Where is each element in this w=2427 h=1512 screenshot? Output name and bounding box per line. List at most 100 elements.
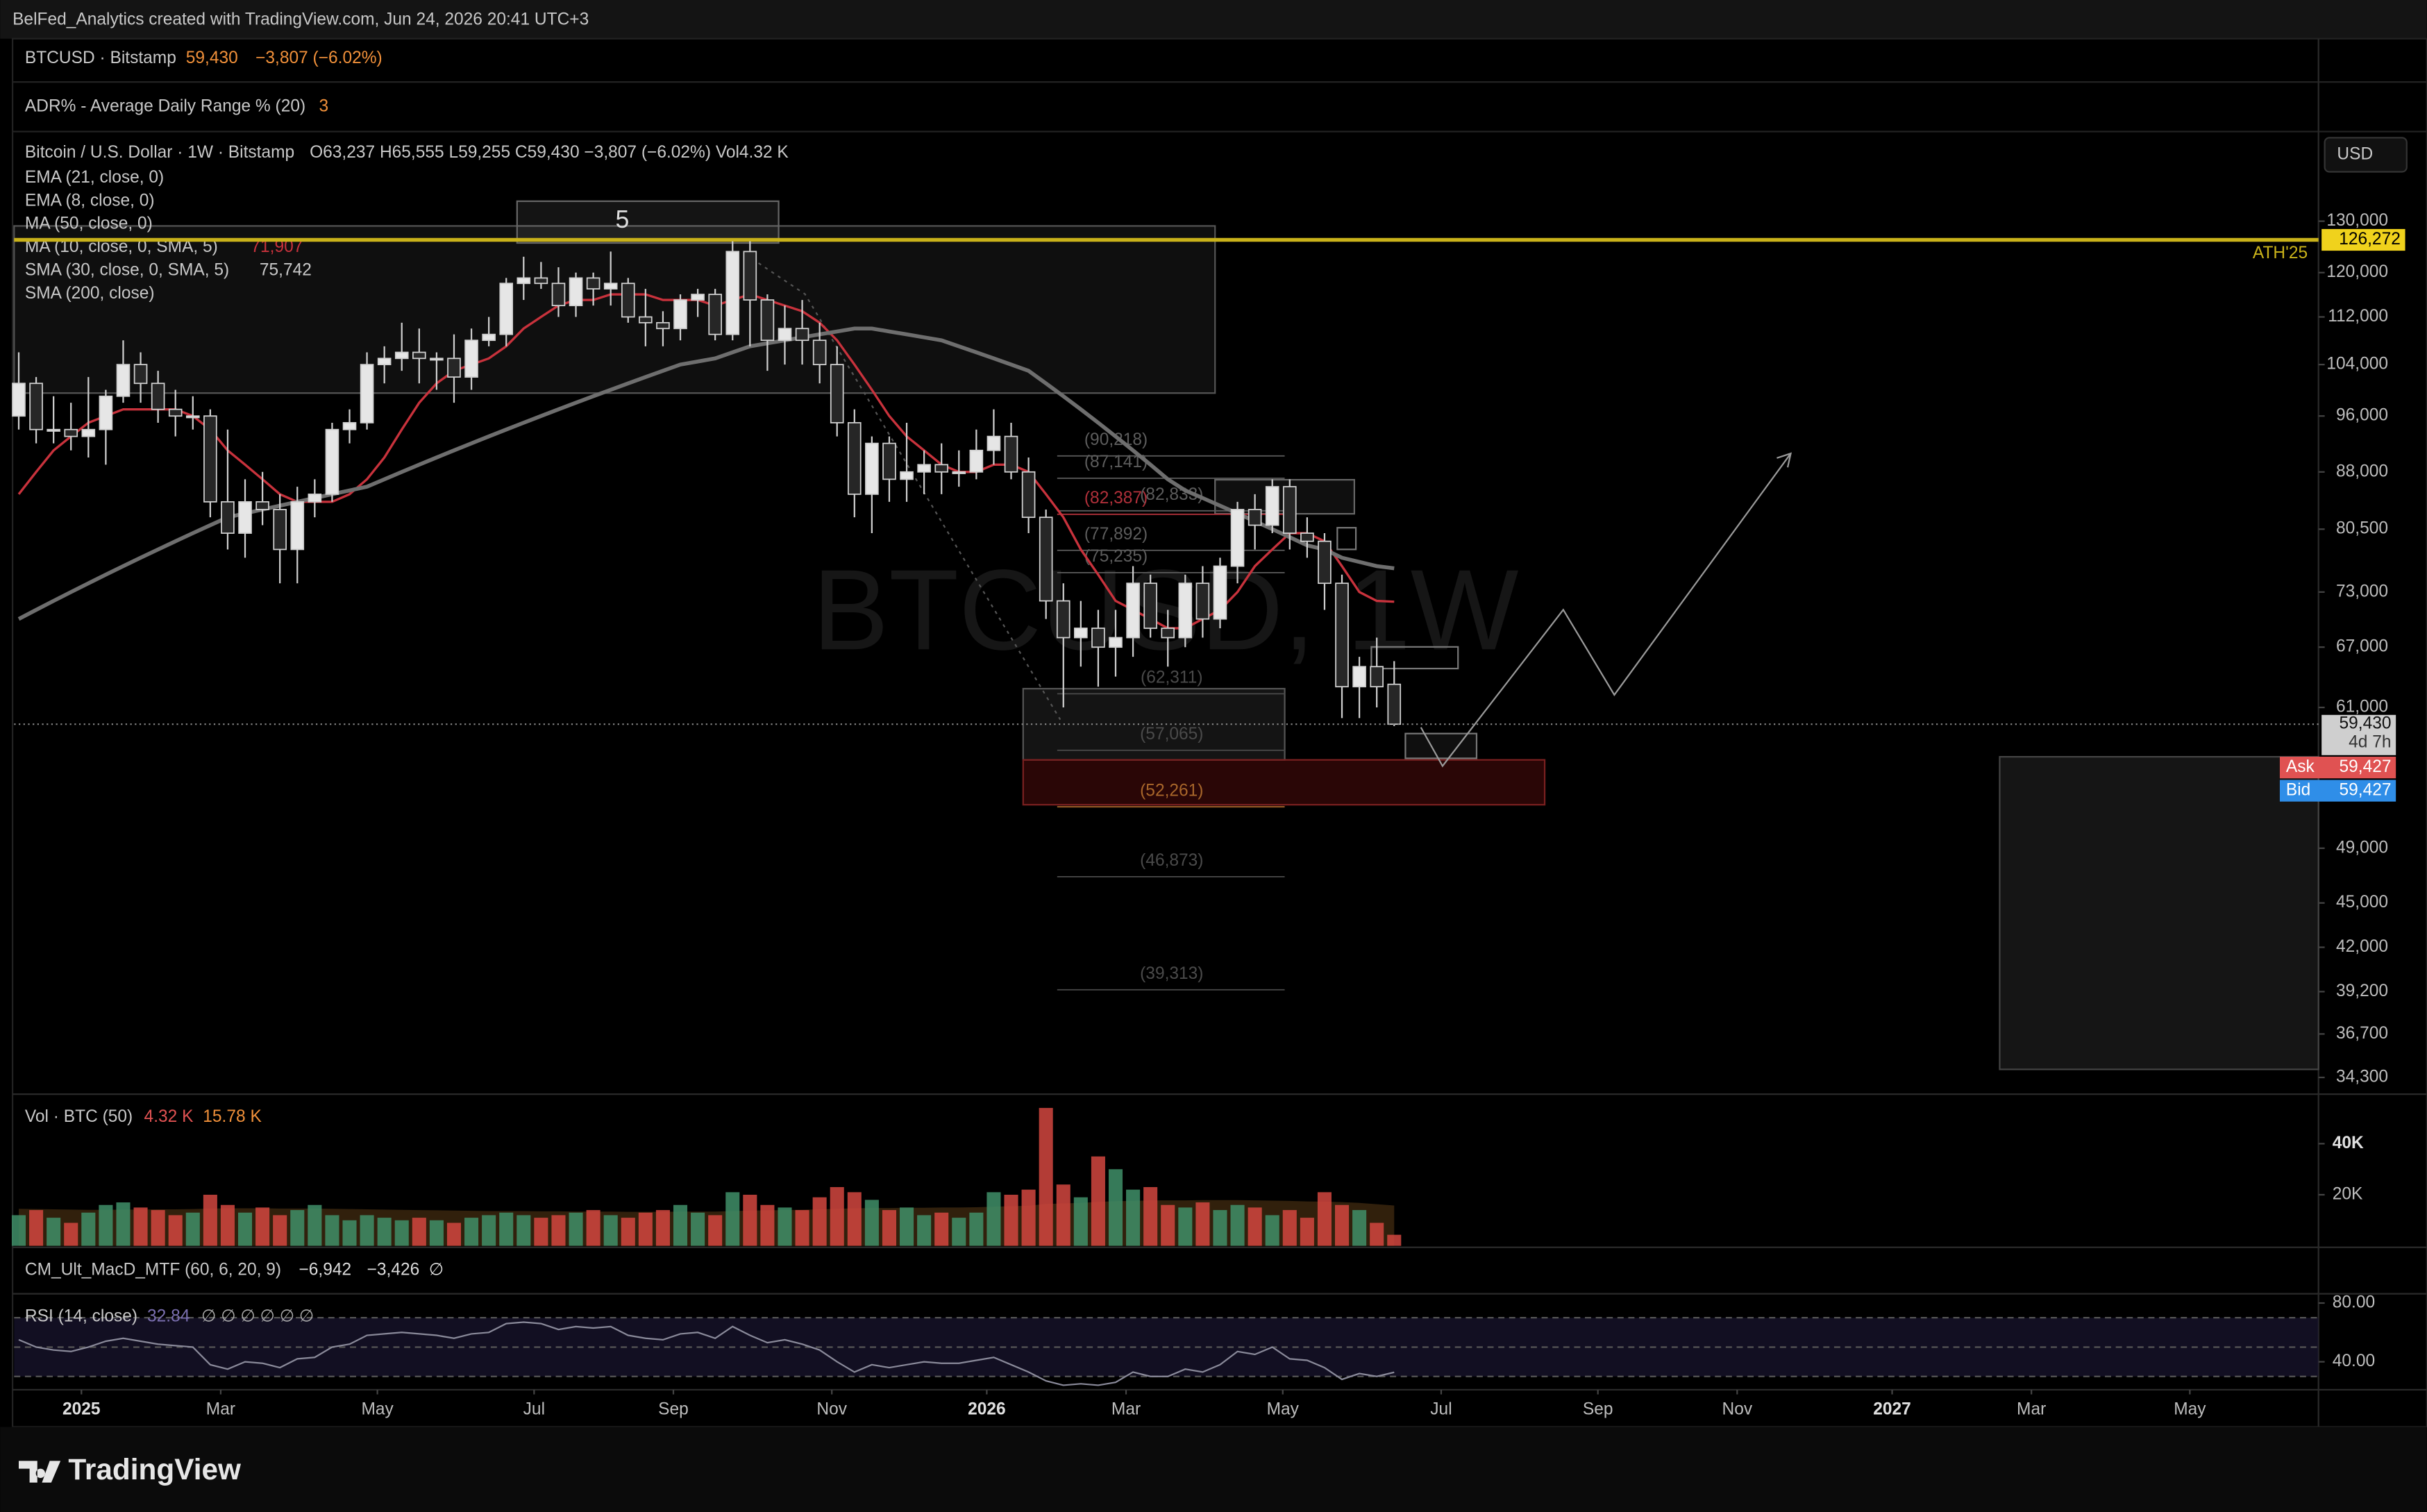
candle-body xyxy=(1282,486,1297,534)
volume-bar xyxy=(377,1218,392,1246)
volume-bar xyxy=(795,1210,809,1246)
candle-body xyxy=(795,328,809,342)
volume-bar xyxy=(116,1202,131,1246)
volume-bar xyxy=(621,1218,635,1246)
candle-body xyxy=(360,364,374,423)
candle-body xyxy=(534,277,548,285)
candle-body xyxy=(203,415,217,503)
currency-button[interactable] xyxy=(2324,137,2408,173)
candle-body xyxy=(865,442,879,495)
candle-body xyxy=(1213,565,1227,620)
adr-value: 3 xyxy=(319,96,328,115)
candle-body xyxy=(116,364,131,397)
candle-body xyxy=(1387,683,1402,725)
volume-ma: 15.78 K xyxy=(203,1107,262,1126)
candle-body xyxy=(1178,582,1193,639)
x-tick-label: Jul xyxy=(523,1400,545,1418)
volume-bar xyxy=(1108,1169,1123,1246)
x-tick-label: 2026 xyxy=(968,1400,1006,1418)
volume-bar xyxy=(1178,1207,1193,1246)
y-tick-label: 49,000 xyxy=(2336,838,2388,857)
y-tick-label: 40.00 xyxy=(2333,1352,2375,1370)
volume-bar xyxy=(1265,1215,1279,1246)
volume-bar xyxy=(1195,1202,1210,1246)
candle-body xyxy=(133,364,148,385)
currency[interactable]: USD xyxy=(2337,144,2373,163)
x-tick-label: May xyxy=(1267,1400,1300,1418)
level-label: (39,313) xyxy=(1140,964,1203,983)
volume-bar xyxy=(1039,1107,1053,1246)
volume-bar xyxy=(1300,1218,1314,1246)
candle-body xyxy=(29,383,43,430)
y-tick-label: 120,000 xyxy=(2326,262,2388,281)
volume-bar xyxy=(203,1194,217,1246)
volume-bar xyxy=(1004,1194,1018,1246)
volume-bar xyxy=(1056,1184,1070,1246)
y-tick-label: 130,000 xyxy=(2326,211,2388,230)
candle-body xyxy=(1352,666,1366,688)
volume-bar xyxy=(1370,1223,1384,1246)
volume-bar xyxy=(220,1204,235,1246)
projection-box xyxy=(1999,756,2319,1070)
x-tick-label: May xyxy=(361,1400,394,1418)
volume-bar xyxy=(482,1215,496,1246)
y-tick-label: 73,000 xyxy=(2336,582,2388,600)
candle-body xyxy=(900,471,914,480)
y-tick-label: 80,500 xyxy=(2336,519,2388,538)
candle-body xyxy=(238,501,252,534)
volume-bar xyxy=(917,1215,932,1246)
candle-body xyxy=(882,442,896,480)
macd-title: CM_Ult_MacD_MTF (60, 6, 20, 9) xyxy=(25,1261,281,1279)
candle-body xyxy=(639,316,653,324)
projection-path xyxy=(1420,453,1792,768)
volume-bar xyxy=(760,1204,775,1246)
macd-value: −6,942 xyxy=(299,1261,351,1279)
level-label: (62,311) xyxy=(1141,669,1202,687)
indicator-value: 75,742 xyxy=(260,261,312,280)
volume-bar xyxy=(603,1215,618,1246)
candle-body xyxy=(847,422,862,495)
y-tick-label: 61,000 xyxy=(2336,698,2388,716)
volume-bar xyxy=(1161,1204,1175,1246)
volume-bar xyxy=(151,1210,165,1246)
watermark: BTCUSD, 1W xyxy=(812,546,1519,673)
candle-body xyxy=(185,415,200,419)
symbol-price: 59,430 xyxy=(186,49,238,67)
volume-bar xyxy=(1143,1186,1158,1246)
volume-bar xyxy=(429,1220,444,1246)
zone-box xyxy=(1336,527,1357,551)
volume-bar xyxy=(273,1215,287,1246)
volume-bar xyxy=(360,1215,374,1246)
candle-body xyxy=(1126,582,1140,639)
y-tick-label: 40K xyxy=(2333,1134,2364,1152)
volume-bar xyxy=(778,1207,792,1246)
candle-body xyxy=(517,277,531,285)
rsi-extra: ∅ ∅ ∅ ∅ ∅ ∅ xyxy=(201,1307,314,1326)
candle-body xyxy=(64,428,78,437)
x-tick-label: Nov xyxy=(816,1400,847,1418)
volume-bar xyxy=(1387,1234,1402,1246)
volume-bar xyxy=(517,1215,531,1246)
volume-bar xyxy=(499,1212,514,1246)
y-tick-label: 67,000 xyxy=(2336,637,2388,656)
candle-body xyxy=(603,283,618,290)
candle-body xyxy=(1004,435,1018,473)
y-tick-label: 80.00 xyxy=(2333,1293,2375,1311)
macd-value: ∅ xyxy=(429,1261,444,1279)
volume-bar xyxy=(1091,1156,1105,1246)
zone-box xyxy=(1404,732,1478,759)
candle-body xyxy=(430,358,444,361)
rsi-line xyxy=(18,1321,1395,1386)
volume-bar xyxy=(864,1200,879,1246)
candle-body xyxy=(1230,509,1245,567)
candle-body xyxy=(551,283,566,307)
volume-bar xyxy=(952,1218,966,1246)
volume-bar xyxy=(708,1215,723,1246)
x-tick-label: Jul xyxy=(1430,1400,1452,1418)
rsi-last: 32.84 xyxy=(147,1307,190,1326)
volume-bar xyxy=(743,1194,757,1246)
volume-bar xyxy=(1230,1204,1245,1246)
volume-bar xyxy=(586,1210,601,1246)
volume-bar xyxy=(934,1212,949,1246)
candle-body xyxy=(325,428,339,495)
